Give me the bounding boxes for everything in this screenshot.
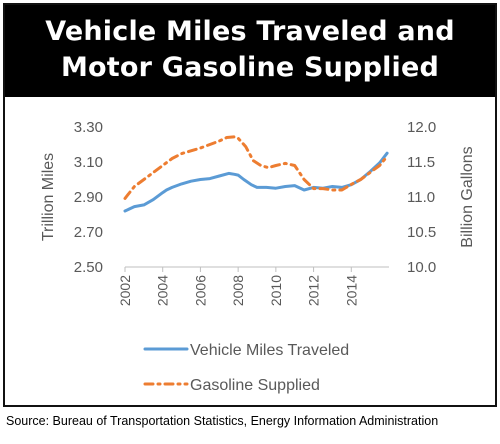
y-left-tick-label: 3.30	[74, 119, 103, 136]
axes	[124, 266, 389, 272]
axis-labels: 2002 2004 2006 2008 2010 2012 2014 3.30 3.10 2.90…	[40, 119, 476, 306]
chart-plot: 2002 2004 2006 2008 2010 2012 2014 3.30 3.10 2.90…	[40, 119, 476, 394]
x-tick-label: 2012	[306, 275, 322, 306]
legend-entry-gasoline-label: Gasoline Supplied	[190, 377, 320, 394]
y-right-tick-label: 11.0	[407, 189, 435, 206]
y-left-tick-label: 3.10	[74, 154, 103, 171]
y-left-tick-label: 2.90	[74, 189, 103, 206]
series-line-vehicle-miles	[123, 151, 389, 213]
chart-title-line-1: Vehicle Miles Traveled and	[45, 16, 455, 47]
x-tick-label: 2008	[230, 275, 246, 306]
legend-entry-vehicle-miles-label: Vehicle Miles Traveled	[190, 342, 349, 359]
x-tick-label: 2006	[192, 275, 208, 306]
y-right-tick-label: 11.5	[407, 154, 435, 171]
x-tick-label: 2002	[117, 275, 133, 306]
y-left-tick-label: 2.70	[74, 224, 103, 241]
x-tick-label: 2014	[343, 275, 359, 306]
title-band: Vehicle Miles Traveled and Motor Gasolin…	[5, 5, 495, 97]
figure-frame: Vehicle Miles Traveled and Motor Gasolin…	[3, 3, 497, 407]
chart-title-line-2: Motor Gasoline Supplied	[60, 52, 440, 83]
series-lines	[123, 135, 389, 213]
y-left-axis-title: Trillion Miles	[40, 153, 57, 241]
x-tick-label: 2004	[155, 275, 171, 306]
y-right-tick-label: 12.0	[407, 119, 436, 136]
x-tick-label: 2010	[268, 275, 284, 306]
y-right-tick-label: 10.5	[407, 224, 436, 241]
y-left-tick-label: 2.50	[74, 259, 103, 276]
source-note: Source: Bureau of Transportation Statist…	[6, 414, 439, 428]
legend: Vehicle Miles Traveled Gasoline Supplied	[143, 342, 349, 394]
series-line-gasoline	[123, 135, 389, 200]
y-right-axis-title: Billion Gallons	[459, 146, 476, 247]
y-right-tick-label: 10.0	[407, 259, 436, 276]
